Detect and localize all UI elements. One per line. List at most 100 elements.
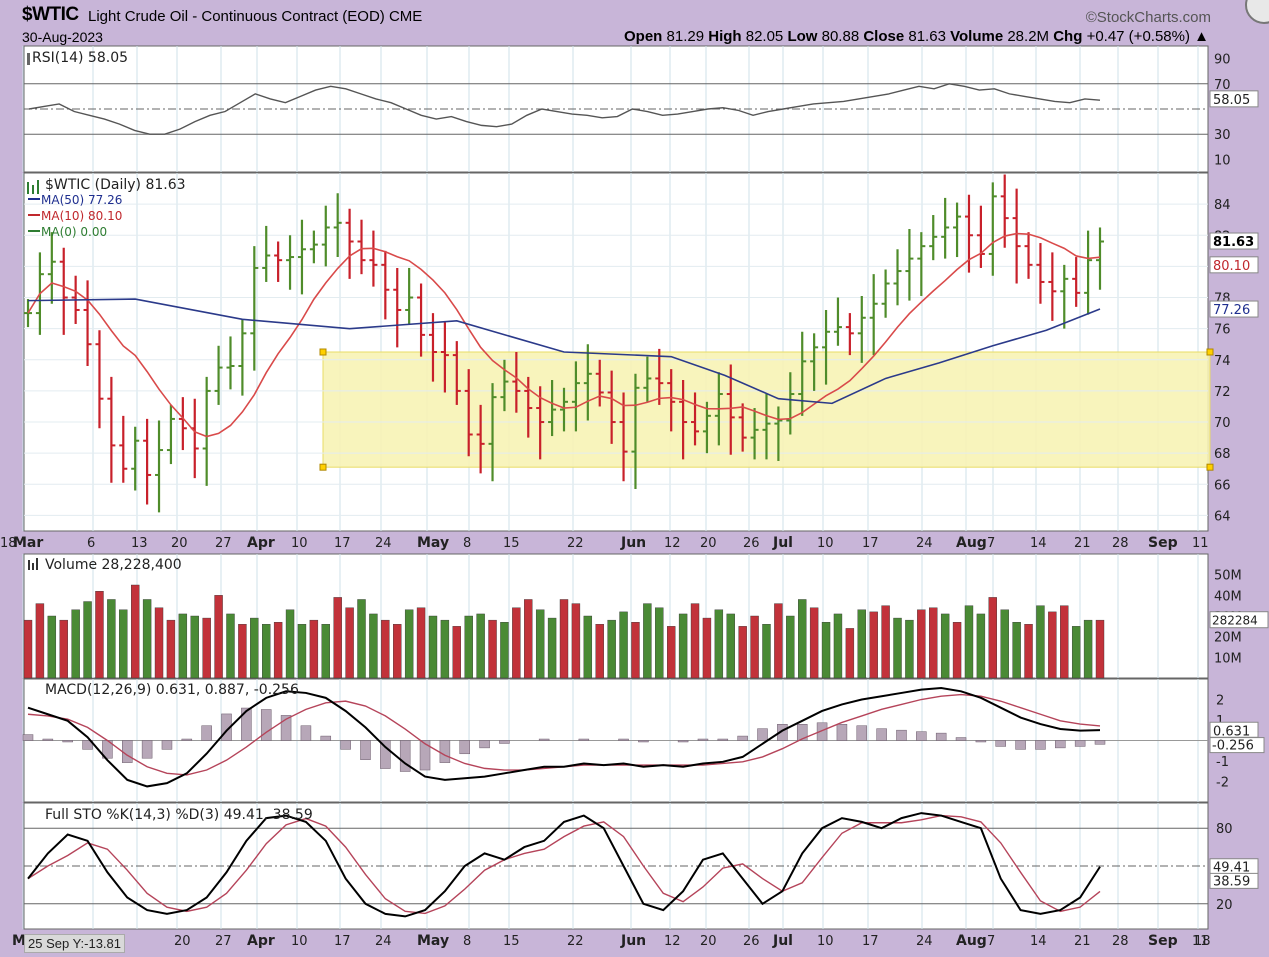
volume-bar: [762, 624, 771, 679]
volume-panel-label: Volume 28,228,400: [45, 557, 182, 573]
macd-histogram-bar: [1074, 740, 1086, 747]
macd-histogram-bar: [280, 715, 292, 741]
sto-d-line: [27, 814, 1101, 915]
volume-bar: [1000, 609, 1009, 679]
volume-bar: [273, 622, 283, 679]
volume-bar: [607, 619, 616, 679]
volume-bar: [404, 609, 414, 679]
volume-bar: [964, 605, 974, 679]
x-tick-label-bottom: Apr: [247, 933, 275, 949]
x-tick-label: 15: [503, 536, 520, 551]
volume-bar: [881, 605, 890, 679]
macd-histogram-bar: [62, 740, 73, 743]
x-tick-label-bottom: 21: [1074, 934, 1091, 949]
price-last-box: [1209, 300, 1259, 318]
x-tick-label: 10: [291, 536, 308, 551]
volume-bar: [309, 619, 319, 679]
x-tick-label: Apr: [247, 535, 275, 551]
volume-bar: [655, 607, 664, 679]
rsi-tick-label: 70: [1214, 78, 1231, 93]
volume-bar: [178, 613, 188, 679]
ma-legend-label: MA(50) 77.26: [41, 193, 122, 207]
macd-histogram-bar: [538, 738, 550, 741]
x-tick-label: 20: [700, 536, 717, 551]
x-tick-label-bottom: 20: [700, 934, 717, 949]
macd-tick-label: -2: [1216, 776, 1229, 791]
ma-legend-label: MA(0) 0.00: [41, 225, 107, 239]
macd-histogram-bar: [340, 740, 351, 750]
volume-bar: [750, 615, 759, 679]
volume-bar: [488, 619, 497, 679]
volume-bar: [726, 613, 735, 679]
sto-k-line: [27, 812, 1101, 918]
x-tick-label: 7: [987, 536, 995, 551]
macd-histogram-bar: [677, 740, 689, 743]
macd-histogram-bar: [181, 738, 193, 741]
volume-bar: [369, 613, 378, 679]
symbol[interactable]: $WTIC: [22, 4, 79, 25]
volume-bar: [95, 591, 104, 679]
zone-handle: [1206, 348, 1214, 356]
volume-bar: [595, 624, 604, 679]
macd-histogram-bar: [836, 724, 848, 741]
x-tick-label-bottom: 12: [664, 934, 681, 949]
chg-value: +0.47 (+0.58%): [1086, 28, 1190, 45]
macd-panel-label: MACD(12,26,9) 0.631, 0.887, -0.256: [45, 682, 299, 698]
volume-bar: [940, 613, 950, 679]
x-tick-label-bottom: 22: [567, 934, 584, 949]
volume-bar: [35, 603, 45, 679]
macd-histogram-bar: [777, 724, 788, 741]
volume-bar: [524, 599, 533, 679]
volume-bar: [440, 619, 450, 679]
volume-bar: [774, 603, 783, 679]
volume-bar: [416, 607, 426, 679]
chg-label: Chg: [1053, 28, 1083, 45]
x-tick-label-bottom: 14: [1030, 934, 1047, 949]
volume-bar: [381, 619, 390, 679]
x-tick-label: 10: [817, 536, 834, 551]
volume-bar: [238, 624, 247, 679]
x-tick-label: Jul: [772, 535, 793, 551]
close-value: 81.63: [908, 28, 946, 45]
zone-handle: [319, 463, 327, 471]
rsi-last-label: 58.05: [1213, 93, 1250, 108]
macd-histogram-bar: [221, 713, 232, 741]
volume-bar: [690, 603, 700, 679]
brand-logo[interactable]: ©StockCharts.com: [1085, 9, 1211, 26]
collapse-arrow-icon[interactable]: ▲: [1194, 28, 1209, 45]
volume-bar: [428, 615, 438, 679]
macd-histogram-bar: [796, 724, 808, 741]
volume-bar: [1071, 626, 1081, 679]
x-tick-label: May: [417, 535, 449, 551]
ma50-line: [27, 298, 1101, 405]
volume-bar: [798, 599, 807, 679]
macd-histogram-bar: [896, 729, 907, 741]
macd-histogram-bar: [122, 740, 133, 763]
volume-value: 28.2M: [1007, 28, 1050, 45]
price-tick-label: 64: [1214, 509, 1231, 524]
rsi-grip-icon: [27, 53, 30, 65]
macd-histogram-bar: [499, 740, 510, 744]
price-last-label: 81.63: [1213, 235, 1254, 250]
x-tick-label: 6: [87, 536, 95, 551]
macd-histogram-bar: [916, 731, 927, 741]
macd-last-label: 0.631: [1213, 724, 1250, 739]
x-tick-label-bottom: 26: [743, 934, 760, 949]
volume-tick-label: 50M: [1214, 569, 1242, 584]
volume-bar: [786, 615, 795, 679]
x-tick-label-bottom: 20: [174, 934, 191, 949]
price-tick-label: 84: [1214, 198, 1231, 213]
zone-handle: [1206, 463, 1214, 471]
x-tick-label: 27: [215, 536, 232, 551]
sto-k-last-label: 49.41: [1213, 861, 1250, 876]
macd-hist-last-label: -0.256: [1212, 739, 1254, 754]
x-tick-label-bottom: 8: [463, 934, 471, 949]
volume-bar: [714, 609, 724, 679]
volume-bar: [976, 613, 986, 679]
x-tick-label-bottom: May: [417, 933, 449, 949]
x-tick-label-bottom: 15: [503, 934, 520, 949]
x-tick-label-bottom: 10: [291, 934, 308, 949]
x-tick-label-bottom: Jun: [620, 933, 646, 949]
x-tick-label-bottom: 11: [1192, 934, 1209, 949]
